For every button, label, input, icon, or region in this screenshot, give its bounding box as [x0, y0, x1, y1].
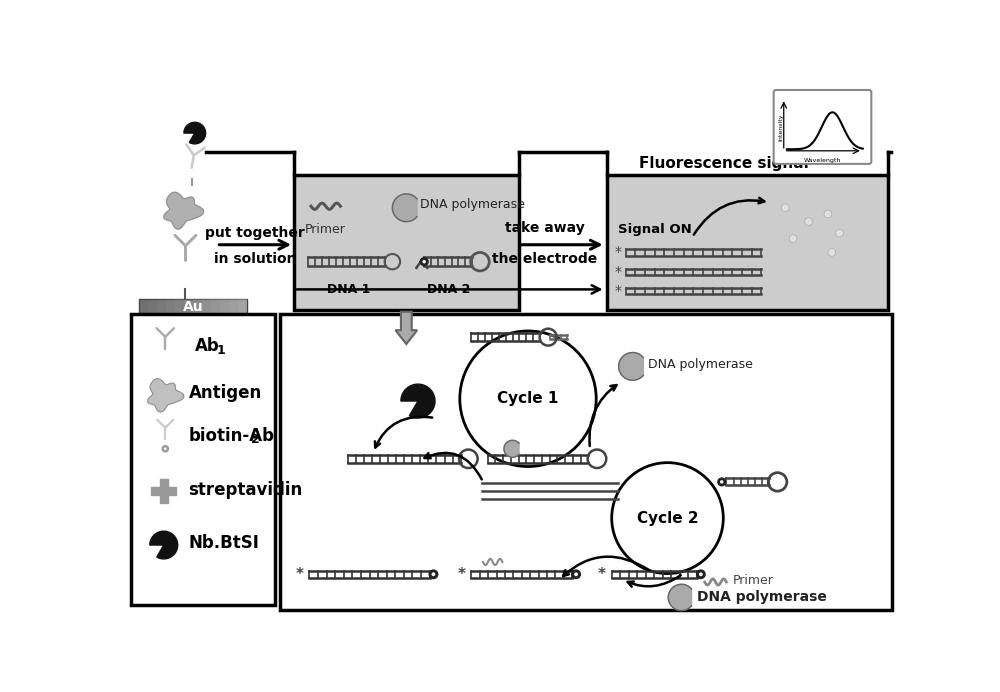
- Text: *: *: [295, 567, 303, 582]
- Bar: [148, 299, 157, 316]
- Text: Wavelength: Wavelength: [804, 158, 841, 163]
- Text: DNA 2: DNA 2: [427, 283, 471, 296]
- Circle shape: [612, 463, 723, 574]
- Circle shape: [432, 572, 435, 576]
- Text: in solution: in solution: [214, 252, 296, 266]
- Text: Nb.BtSI: Nb.BtSI: [189, 534, 259, 552]
- Text: take away: take away: [505, 221, 585, 235]
- Bar: [229, 299, 238, 316]
- Circle shape: [572, 570, 580, 579]
- Wedge shape: [184, 122, 206, 144]
- Bar: [193, 299, 202, 316]
- Text: Cycle 1: Cycle 1: [497, 391, 559, 406]
- FancyBboxPatch shape: [774, 90, 871, 164]
- Bar: [139, 299, 148, 316]
- Text: *: *: [614, 264, 621, 279]
- Text: DNA 1: DNA 1: [327, 283, 370, 296]
- Text: *: *: [598, 567, 606, 582]
- Text: put together: put together: [205, 226, 305, 240]
- Polygon shape: [148, 379, 184, 412]
- Text: Antigen: Antigen: [189, 384, 262, 402]
- Text: 2: 2: [251, 433, 260, 446]
- Text: Primer: Primer: [305, 224, 345, 236]
- Polygon shape: [164, 192, 204, 229]
- Bar: [280, 314, 892, 610]
- Circle shape: [420, 258, 428, 266]
- Circle shape: [836, 229, 843, 237]
- Bar: [160, 479, 168, 504]
- Bar: [202, 299, 211, 316]
- Polygon shape: [668, 584, 692, 610]
- Text: biotin-Ab: biotin-Ab: [189, 427, 275, 445]
- Bar: [607, 176, 888, 310]
- Text: Ab: Ab: [195, 338, 220, 356]
- Text: 1: 1: [216, 344, 225, 357]
- Circle shape: [718, 478, 726, 486]
- Bar: [294, 176, 519, 310]
- Text: *: *: [614, 246, 621, 260]
- Circle shape: [697, 570, 705, 579]
- Text: Cycle 2: Cycle 2: [637, 511, 698, 526]
- Circle shape: [429, 570, 438, 579]
- Circle shape: [805, 218, 812, 226]
- Polygon shape: [392, 194, 417, 221]
- Polygon shape: [504, 440, 519, 457]
- Circle shape: [162, 446, 168, 452]
- Circle shape: [789, 235, 797, 242]
- Circle shape: [720, 480, 723, 484]
- Text: Intensity: Intensity: [778, 113, 783, 140]
- Wedge shape: [150, 531, 178, 559]
- Bar: [151, 487, 176, 495]
- Bar: [175, 299, 184, 316]
- Text: DNA polymerase: DNA polymerase: [648, 358, 753, 371]
- Bar: [139, 299, 247, 316]
- Text: DNA polymerase: DNA polymerase: [420, 198, 524, 211]
- Text: DNA polymerase: DNA polymerase: [697, 590, 827, 604]
- Bar: [238, 299, 247, 316]
- Circle shape: [828, 248, 836, 256]
- Bar: [157, 299, 166, 316]
- Text: streptavidin: streptavidin: [189, 481, 303, 499]
- Bar: [184, 299, 193, 316]
- Bar: [166, 299, 175, 316]
- Circle shape: [164, 448, 167, 450]
- Bar: [220, 299, 229, 316]
- Wedge shape: [401, 384, 435, 418]
- Circle shape: [699, 572, 703, 576]
- Polygon shape: [619, 352, 643, 380]
- Text: Fluorescence signal: Fluorescence signal: [639, 156, 809, 172]
- Circle shape: [422, 260, 426, 264]
- Circle shape: [460, 331, 596, 466]
- Bar: [211, 299, 220, 316]
- Text: *: *: [614, 284, 621, 298]
- Text: Primer: Primer: [733, 574, 773, 587]
- Circle shape: [574, 572, 578, 576]
- Circle shape: [824, 210, 832, 218]
- Bar: [131, 314, 275, 605]
- Text: *: *: [458, 567, 466, 582]
- Circle shape: [781, 204, 789, 212]
- Text: the electrode: the electrode: [492, 252, 598, 266]
- FancyArrow shape: [395, 311, 417, 344]
- Text: Au: Au: [183, 300, 204, 314]
- Text: Signal ON: Signal ON: [618, 223, 692, 236]
